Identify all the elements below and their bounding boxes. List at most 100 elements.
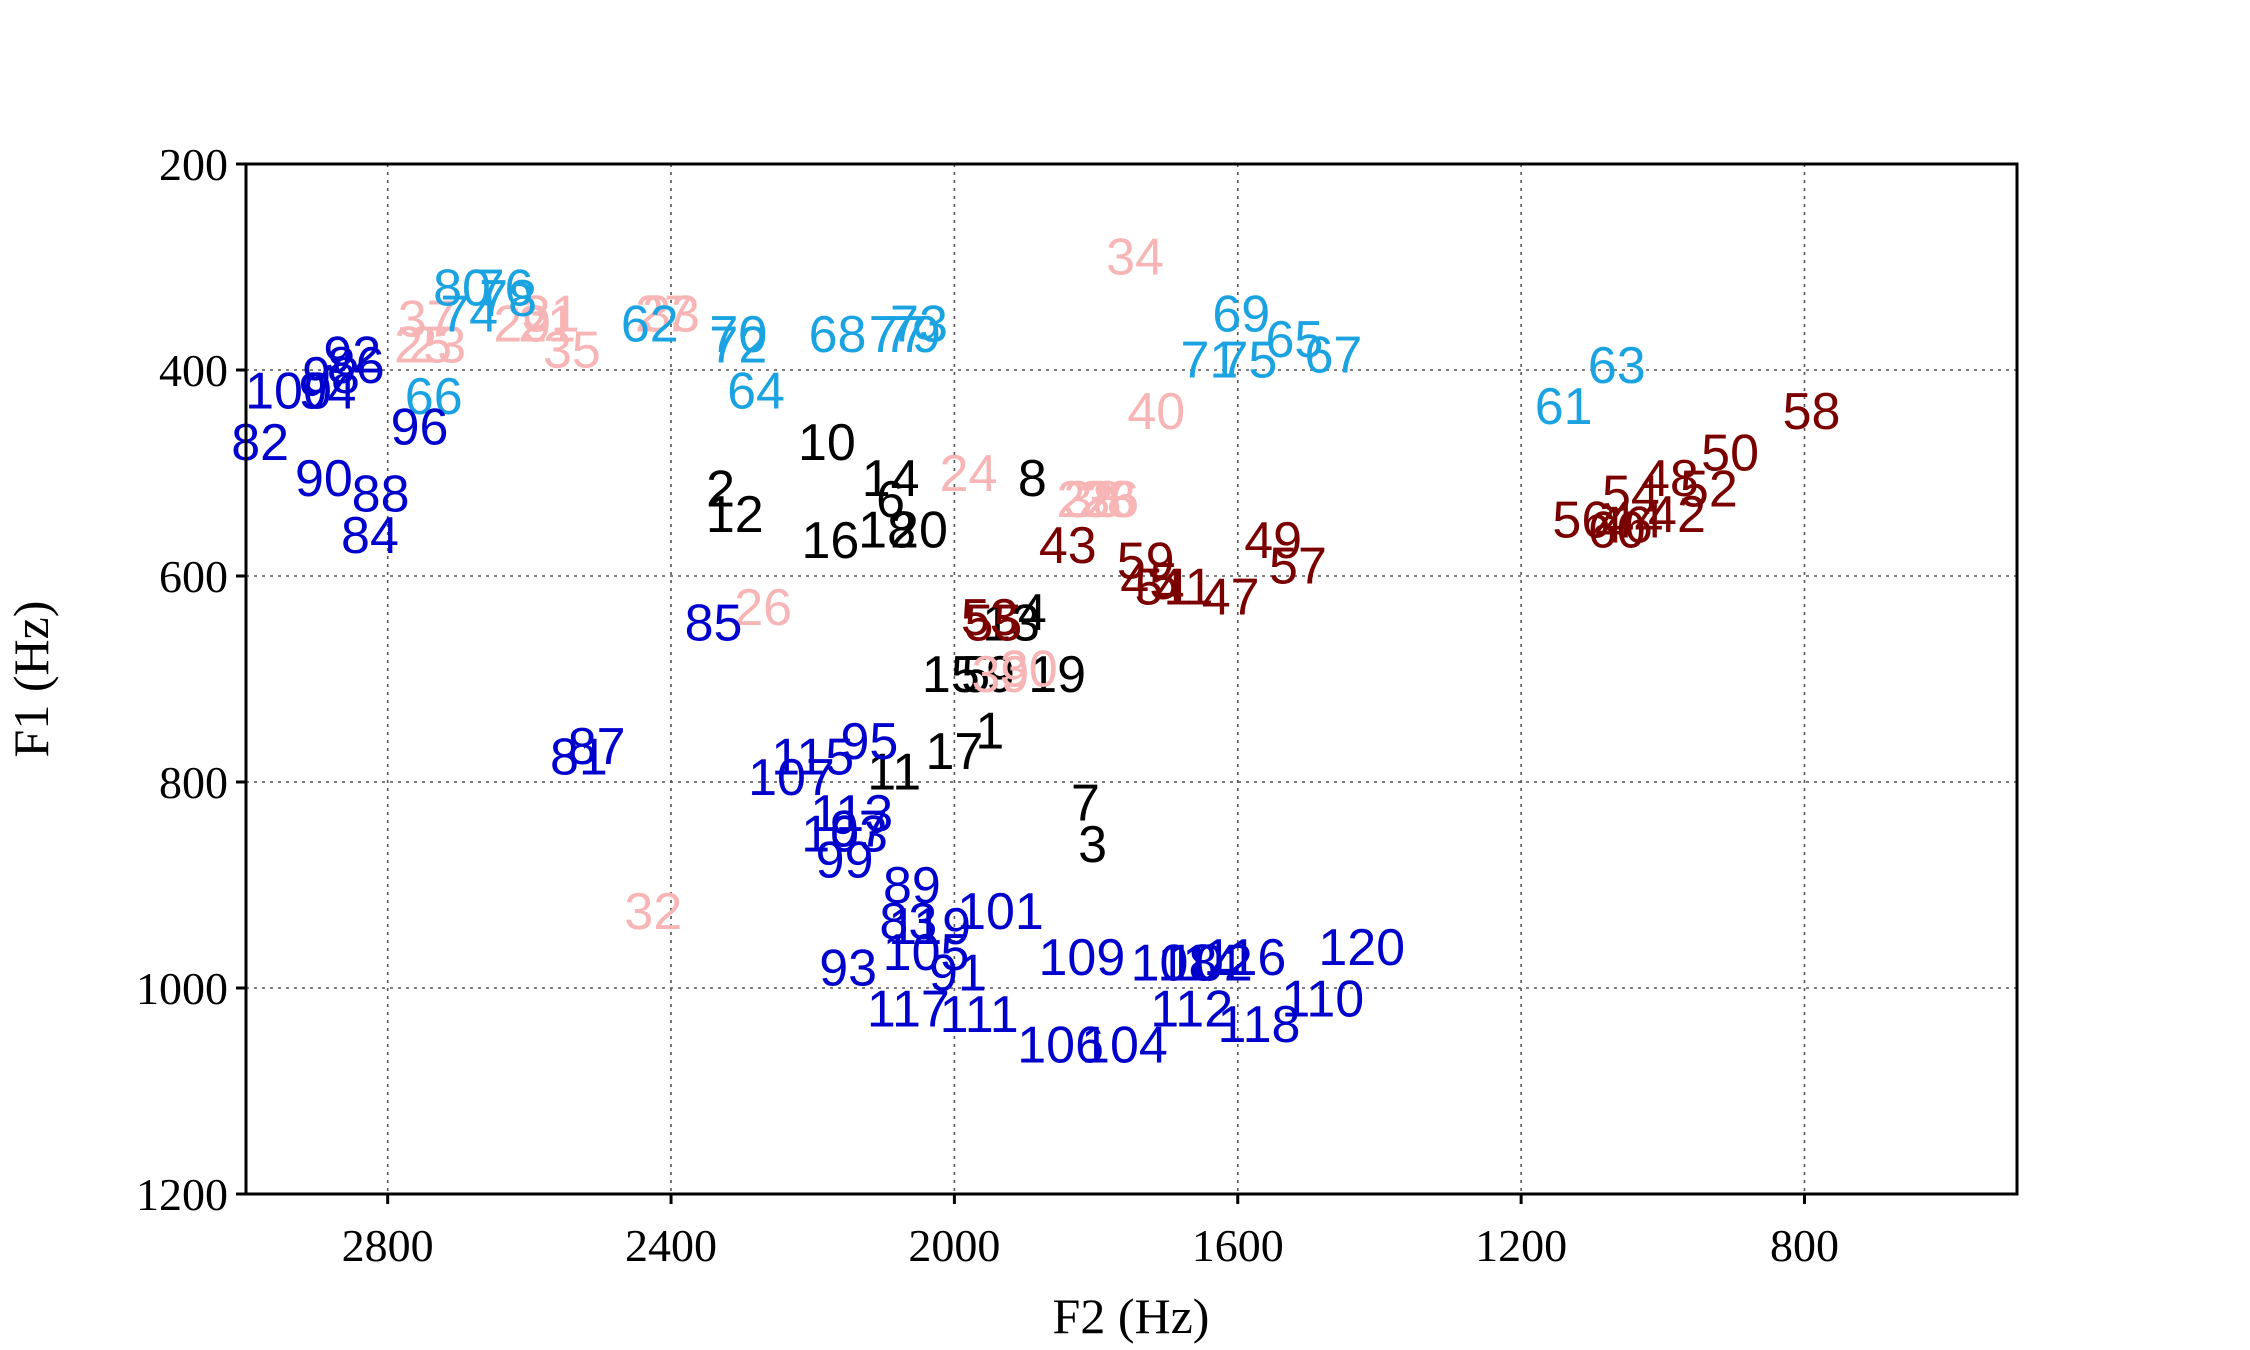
data-point-label: 82 [231,414,289,472]
data-point-label: 112 [1150,981,1233,1039]
data-point-label: 18 [858,502,916,560]
data-point-label: 28 [1078,471,1136,529]
data-point-label: 34 [1106,229,1164,287]
data-point-label: 46 [1595,497,1653,555]
data-point-label: 108 [1131,934,1218,992]
data-point-label: 70 [709,306,767,364]
data-point-label: 32 [624,883,682,941]
x-tick-label: 2400 [625,1220,717,1271]
data-point-label: 29 [493,296,551,354]
y-tick-label: 800 [159,757,228,808]
data-point-label: 9 [986,646,1015,704]
data-point-label: 74 [440,285,498,343]
data-point-label: 72 [709,316,767,374]
data-point-label: 97 [830,800,888,858]
data-point-label: 8 [1018,450,1047,508]
data-point-label: 93 [819,939,877,997]
x-tick-label: 800 [1770,1220,1839,1271]
data-point-label: 85 [685,594,743,652]
data-point-label: 104 [1081,1017,1168,1075]
y-axis-label: F1 (Hz) [3,601,59,758]
data-point-label: 58 [1783,383,1841,441]
data-point-label: 116 [1203,929,1286,987]
data-point-label: 40 [1127,383,1185,441]
data-point-label: 37 [398,291,456,349]
y-tick-label: 1000 [136,963,228,1014]
data-point-label: 12 [706,486,764,544]
data-point-label: 106 [1017,1017,1104,1075]
y-tick-label: 400 [159,345,228,396]
data-point-label: 99 [816,831,874,889]
data-point-label: 109 [1039,929,1126,987]
data-point-label: 24 [940,445,998,503]
data-point-label: 27 [635,285,693,343]
data-point-label: 64 [727,363,785,421]
data-point-label: 119 [888,898,971,956]
data-point-label: 48 [1641,450,1699,508]
axis-ticks: 2800 2400 2000 1600 1200 800 200 400 600 800 1000 1… [136,139,1839,1271]
data-point-label: 76 [476,260,534,318]
data-point-label: 66 [405,368,463,426]
x-tick-label: 1600 [1192,1220,1284,1271]
data-point-label: 53 [961,589,1019,647]
data-point-label: 95 [840,713,898,771]
data-point-label: 26 [734,579,792,637]
x-tick-label: 2000 [908,1220,1000,1271]
data-point-label: 4 [1018,584,1047,642]
data-point-label: 44 [1606,491,1664,549]
data-point-label: 31 [522,285,580,343]
data-point-label: 102 [1166,934,1253,992]
data-point-label: 113 [810,785,893,843]
data-point-label: 42 [1648,486,1706,544]
data-point-label: 110 [1281,970,1364,1028]
data-point-label: 5 [961,646,990,704]
data-point-label: 21 [518,296,576,354]
data-point-label: 86 [327,337,385,395]
data-point-label: 96 [391,399,449,457]
data-point-label: 105 [883,924,970,982]
data-point-label: 114 [1157,934,1240,992]
data-point-label: 6 [876,471,905,529]
data-point-label: 20 [890,502,948,560]
data-point-label: 1 [975,703,1004,761]
data-point-label: 14 [862,450,920,508]
data-point-label: 15 [922,646,980,704]
x-axis-label: F2 (Hz) [1053,1288,1210,1344]
data-point-label: 54 [1602,466,1660,524]
y-tick-label: 600 [159,551,228,602]
data-point-label: 115 [771,728,854,786]
data-point-label: 57 [1269,538,1327,596]
data-point-label: 91 [929,945,987,1003]
data-point-label: 92 [323,327,381,385]
data-point-label: 38 [1064,471,1122,529]
data-point-label: 120 [1318,919,1405,977]
data-point-label: 61 [1535,378,1593,436]
data-point-label: 73 [890,296,948,354]
data-point-label: 88 [352,466,410,524]
data-point-label: 75 [1219,332,1277,390]
data-point-label: 25 [394,316,452,374]
data-point-label: 117 [867,981,950,1039]
data-point-label: 3 [1078,816,1107,874]
data-point-label: 55 [964,594,1022,652]
data-point-label: 23 [408,316,466,374]
data-point-label: 62 [621,296,679,354]
data-point-label: 39 [972,646,1030,704]
data-point-label: 47 [1202,569,1260,627]
data-point-label: 45 [1120,553,1178,611]
data-point-label: 101 [957,883,1044,941]
data-point-label: 78 [479,270,537,328]
data-point-label: 30 [1000,641,1058,699]
plot-area-frame [244,162,2019,1196]
data-point-label: 89 [883,857,941,915]
data-point-label: 11 [867,744,921,802]
data-point-label: 67 [1304,327,1362,385]
data-point-label: 100 [245,363,332,421]
grid [246,164,2017,1194]
data-point-label: 35 [543,321,601,379]
data-point-label: 63 [1588,337,1646,395]
data-point-label: 84 [341,507,399,565]
data-point-label: 79 [883,306,941,364]
data-point-label: 13 [982,594,1040,652]
